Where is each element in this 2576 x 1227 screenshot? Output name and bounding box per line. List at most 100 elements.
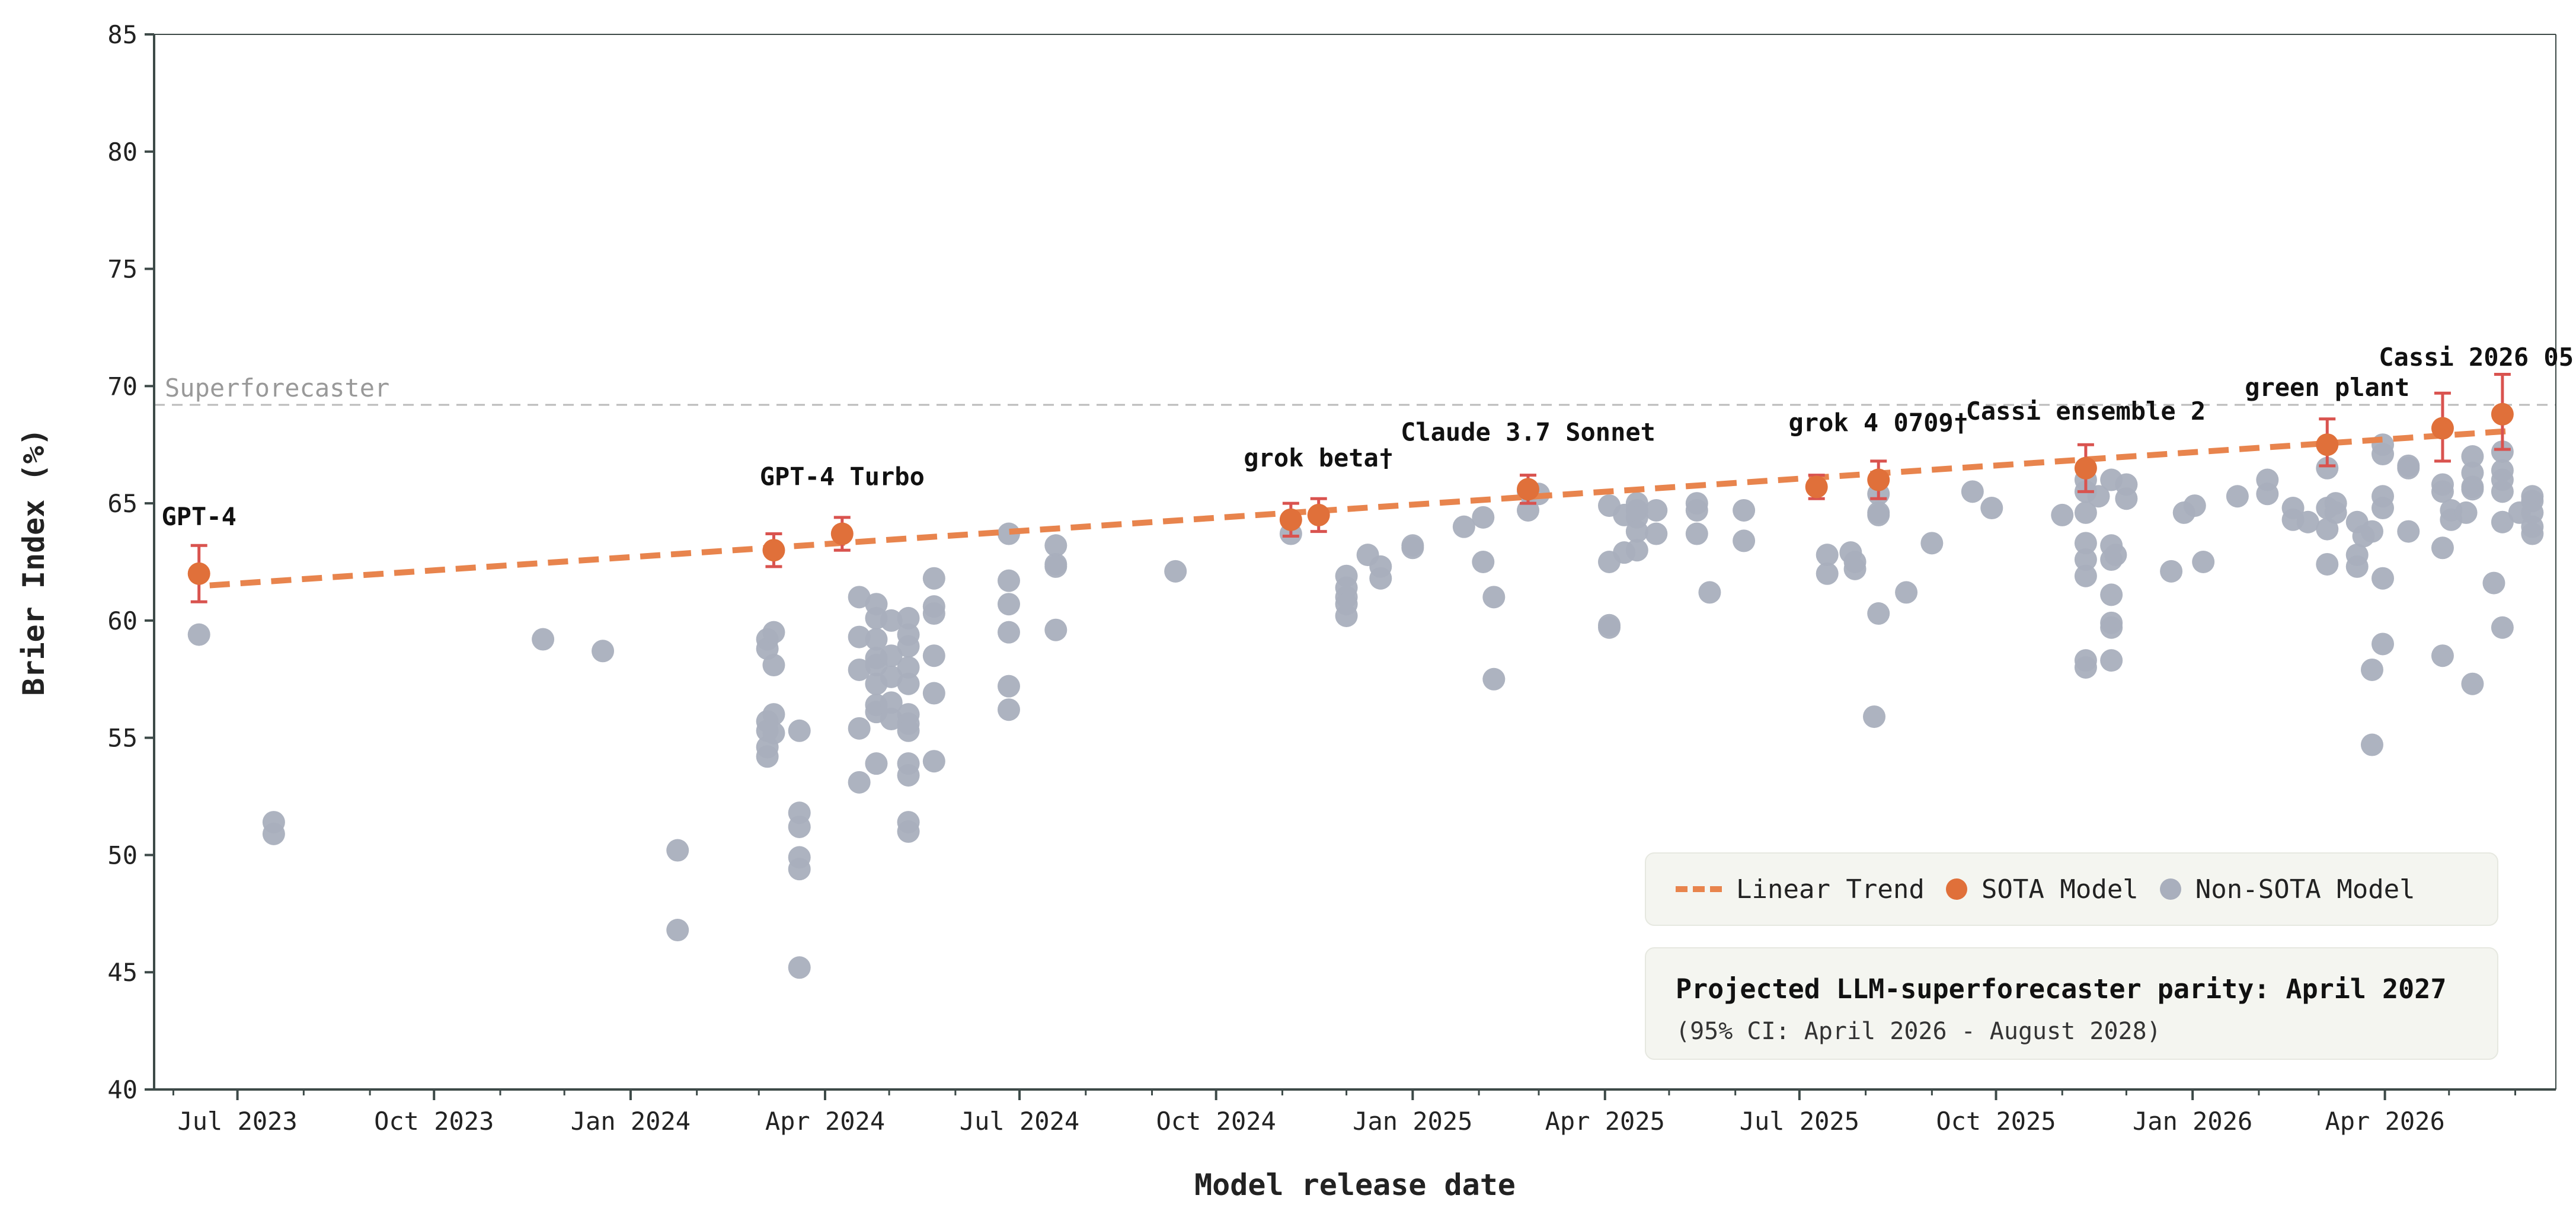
non-sota-point — [1645, 499, 1668, 522]
non-sota-point — [1625, 539, 1648, 562]
non-sota-point — [2324, 501, 2347, 524]
non-sota-point — [865, 752, 888, 775]
legend-item-sota: SOTA Model — [1945, 874, 2139, 905]
x-tick-label: Jan 2026 — [2133, 1107, 2252, 1136]
y-tick-label: 70 — [107, 372, 138, 401]
sota-annotation: Cassi ensemble 2 — [1966, 397, 2206, 426]
non-sota-point — [2100, 616, 2123, 639]
y-tick-label: 40 — [107, 1075, 138, 1104]
non-sota-point — [997, 522, 1020, 545]
non-sota-point — [187, 623, 210, 646]
non-sota-point — [2461, 478, 2484, 501]
legend-sota-label: SOTA Model — [1981, 874, 2139, 905]
non-sota-point — [1335, 604, 1358, 627]
sota-point — [1279, 508, 1302, 531]
legend-item-trend: Linear Trend — [1676, 874, 1925, 905]
non-sota-point — [762, 721, 785, 744]
sota-point — [187, 562, 210, 585]
non-sota-point — [1625, 520, 1648, 543]
non-sota-point — [1863, 705, 1886, 728]
non-sota-point — [997, 593, 1020, 616]
legend-item-non-sota: Non-SOTA Model — [2159, 874, 2415, 905]
non-sota-point — [2397, 520, 2420, 543]
non-sota-point — [2371, 443, 2394, 466]
y-tick-label: 65 — [107, 489, 138, 518]
sota-annotation: grok beta† — [1244, 443, 1394, 472]
non-sota-point — [848, 625, 871, 648]
non-sota-point — [848, 771, 871, 794]
non-sota-point — [880, 708, 903, 731]
non-sota-point — [2183, 494, 2206, 517]
sota-annotation: Cassi 2026 05 — [2379, 343, 2574, 372]
legend-trend-label: Linear Trend — [1736, 874, 1925, 905]
sota-annotation: Claude 3.7 Sonnet — [1401, 417, 1655, 446]
y-tick-label: 75 — [107, 255, 138, 284]
legend-non-sota-swatch — [2159, 878, 2181, 900]
sota-point — [1307, 503, 1330, 526]
non-sota-point — [2371, 632, 2394, 656]
non-sota-point — [1816, 562, 1839, 585]
non-sota-point — [1472, 551, 1495, 573]
non-sota-point — [897, 719, 920, 742]
x-tick-label: Oct 2024 — [1156, 1107, 1276, 1136]
non-sota-point — [880, 609, 903, 632]
non-sota-point — [897, 763, 920, 787]
non-sota-point — [897, 606, 920, 630]
sota-point — [1517, 478, 1540, 501]
non-sota-point — [2192, 551, 2215, 573]
non-sota-point — [2482, 571, 2505, 595]
non-sota-point — [880, 691, 903, 714]
y-tick-label: 60 — [107, 606, 138, 635]
non-sota-point — [2074, 564, 2097, 587]
non-sota-point — [1369, 567, 1392, 590]
non-sota-point — [2371, 567, 2394, 590]
x-tick-label: Oct 2023 — [374, 1107, 494, 1136]
non-sota-point — [1597, 616, 1621, 639]
sota-annotation: GPT-4 — [161, 502, 236, 531]
non-sota-point — [2100, 649, 2123, 672]
sota-point — [762, 539, 785, 562]
non-sota-point — [592, 640, 615, 663]
non-sota-point — [880, 665, 903, 688]
projection-title: Projected LLM-superforecaster parity: Ap… — [1676, 973, 2447, 1005]
y-axis-title: Brier Index (%) — [17, 428, 51, 696]
non-sota-point — [2431, 536, 2454, 560]
non-sota-point — [2397, 456, 2420, 480]
non-sota-point — [1401, 536, 1424, 560]
non-sota-point — [848, 586, 871, 609]
sota-annotation: grok 4 0709† — [1789, 408, 1968, 437]
non-sota-point — [1482, 667, 1506, 691]
non-sota-point — [762, 654, 785, 677]
x-tick-label: Oct 2025 — [1936, 1107, 2056, 1136]
non-sota-point — [2491, 510, 2514, 533]
non-sota-point — [1961, 480, 1984, 503]
y-tick-label: 85 — [107, 20, 138, 49]
non-sota-point — [1895, 581, 1918, 604]
non-sota-point — [1816, 544, 1839, 567]
projection-box: Projected LLM-superforecaster parity: Ap… — [1645, 947, 2498, 1060]
non-sota-point — [2431, 480, 2454, 503]
non-sota-point — [2461, 672, 2484, 695]
non-sota-point — [865, 628, 888, 651]
non-sota-point — [1044, 618, 1068, 641]
non-sota-point — [997, 675, 1020, 698]
non-sota-point — [997, 569, 1020, 592]
non-sota-point — [1843, 557, 1867, 580]
non-sota-point — [788, 858, 811, 881]
non-sota-point — [2115, 487, 2138, 510]
non-sota-point — [922, 567, 945, 590]
non-sota-point — [762, 621, 785, 644]
non-sota-point — [2051, 503, 2074, 526]
non-sota-point — [2345, 555, 2369, 578]
non-sota-point — [897, 656, 920, 679]
non-sota-point — [788, 815, 811, 838]
non-sota-point — [1698, 581, 1721, 604]
non-sota-point — [2074, 532, 2097, 555]
non-sota-point — [2296, 510, 2319, 533]
non-sota-point — [2454, 501, 2478, 524]
non-sota-point — [897, 820, 920, 843]
sota-annotation: green plant — [2245, 373, 2409, 402]
sota-point — [2431, 417, 2454, 440]
non-sota-point — [897, 672, 920, 695]
